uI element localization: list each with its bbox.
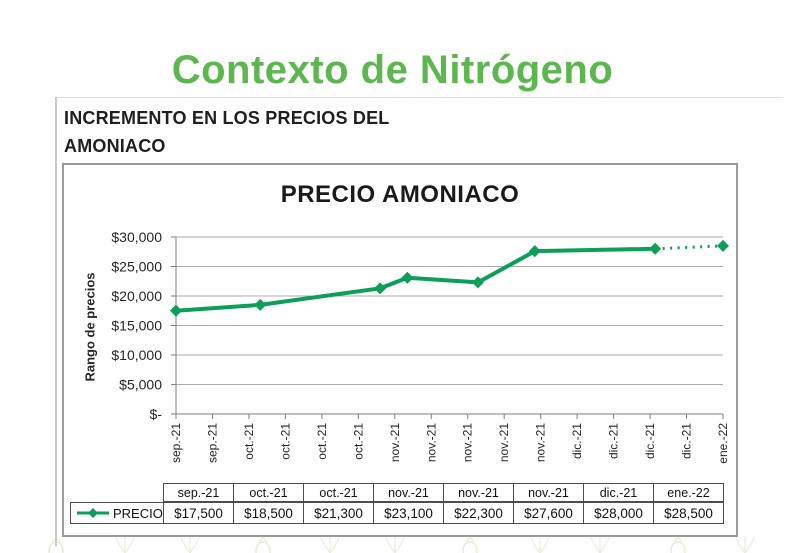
watermark-pineapple-icon [670, 541, 686, 553]
watermark-plant-icon [590, 537, 610, 553]
watermark-pineapple-crown-icon [258, 537, 268, 543]
x-tick-label: nov.-21 [497, 423, 511, 462]
y-tick-label: $- [150, 406, 163, 422]
table-header-cell: dic.-21 [583, 483, 654, 502]
y-tick-label: $30,000 [111, 229, 162, 245]
y-tick-label: $15,000 [111, 318, 162, 334]
data-point-marker [717, 239, 729, 252]
table-value-cell: $18,500 [233, 502, 304, 524]
x-tick-label: dic.-21 [643, 423, 657, 459]
watermark-pineapple-icon [462, 541, 478, 553]
y-tick-label: $10,000 [111, 347, 162, 363]
table-value-cell: $21,300 [303, 502, 374, 524]
watermark-pineapple-crown-icon [465, 537, 475, 543]
watermark-pineapple-crown-icon [51, 537, 61, 543]
x-tick-label: oct.-21 [315, 423, 329, 460]
x-tick-label: oct.-21 [351, 423, 365, 460]
x-tick-label: nov.-21 [424, 423, 438, 462]
data-point-marker [649, 242, 662, 255]
x-tick-label: ene.-22 [716, 423, 730, 464]
table-value-cell: $23,100 [373, 502, 444, 524]
watermark-pineapple-icon [48, 541, 64, 553]
watermark-plant-icon [385, 537, 405, 553]
x-tick-label: dic.-21 [570, 423, 584, 459]
watermark-pineapple-crown-icon [673, 537, 683, 543]
table-value-cell: $27,600 [513, 502, 584, 524]
y-tick-label: $25,000 [111, 259, 162, 275]
plot-area: $30,000 $25,000 $20,000 $15,000 $10,000 $5,00… [111, 229, 730, 464]
watermark-plant-icon [735, 537, 755, 553]
watermark-plant-icon [115, 537, 135, 553]
data-point-marker [170, 304, 182, 317]
price-line-dotted-forecast [655, 244, 724, 251]
x-tick-label: dic.-21 [680, 423, 694, 459]
watermark-plant-icon [320, 537, 340, 553]
legend-cell: PRECIO [70, 502, 164, 524]
x-tick-label: nov.-21 [534, 423, 548, 462]
chart-title: PRECIO AMONIACO [280, 181, 520, 208]
section-heading: INCREMENTO EN LOS PRECIOS DEL AMONIACO [64, 104, 390, 160]
watermark-plant-icon [180, 537, 200, 553]
price-line-solid [174, 246, 658, 313]
table-header-cell: sep.-21 [163, 483, 234, 502]
watermark-decoration [48, 537, 755, 553]
table-value-cell: $22,300 [443, 502, 514, 524]
chart: PRECIO AMONIACO Rango de precios $30,000… [62, 163, 738, 537]
section-heading-line2: AMONIACO [64, 136, 166, 156]
table-header-cell: nov.-21 [373, 483, 444, 502]
x-tick-label: sep.-21 [169, 423, 183, 463]
data-point-marker [471, 276, 484, 289]
x-tick-label: nov.-21 [388, 423, 402, 462]
data-point-marker [374, 282, 387, 295]
table-header-cell: oct.-21 [303, 483, 374, 502]
x-tick-label: sep.-21 [205, 423, 219, 463]
table-value-cell: $17,500 [163, 502, 234, 524]
x-tick-label: oct.-21 [242, 423, 256, 460]
table-header-cell: nov.-21 [513, 483, 584, 502]
data-point-marker [254, 298, 267, 311]
table-header-cell: nov.-21 [443, 483, 514, 502]
table-value-cell: $28,000 [583, 502, 654, 524]
y-tick-label: $20,000 [111, 288, 162, 304]
section-heading-line1: INCREMENTO EN LOS PRECIOS DEL [64, 108, 390, 128]
x-tick-label: oct.-21 [278, 423, 292, 460]
x-tick-label: nov.-21 [461, 423, 475, 462]
x-tick-label: dic.-21 [607, 423, 621, 459]
legend-line-diamond-icon [77, 508, 109, 518]
data-point-marker [528, 245, 541, 258]
y-tick-label: $5,000 [119, 377, 162, 393]
table-header-cell: oct.-21 [233, 483, 304, 502]
watermark-pineapple-icon [255, 541, 271, 553]
table-value-cell: $28,500 [653, 502, 724, 524]
watermark-plant-icon [530, 537, 550, 553]
legend-label: PRECIO [113, 505, 163, 521]
data-point-marker [401, 271, 414, 284]
table-header-cell: ene.-22 [653, 483, 724, 502]
slide-title: Contexto de Nitrógeno [171, 48, 614, 92]
